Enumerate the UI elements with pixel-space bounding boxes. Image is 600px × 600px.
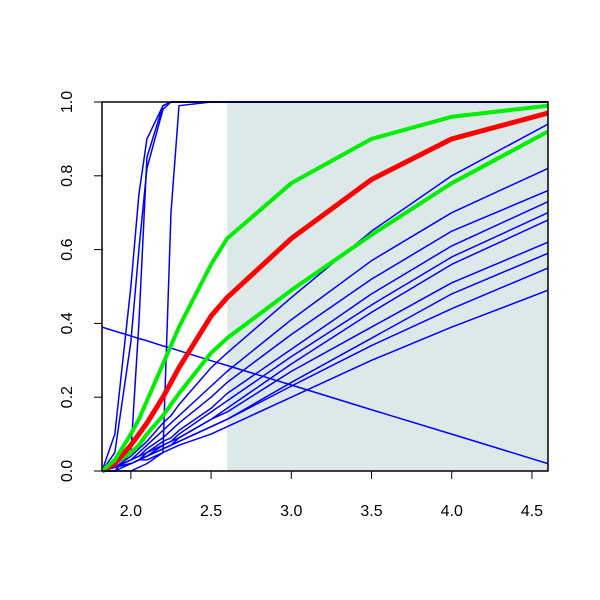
x-tick-label: 3.5 [360,503,382,520]
x-tick-label: 2.0 [120,503,142,520]
y-tick-label: 0.0 [59,460,76,482]
series-line [102,326,548,465]
y-tick-label: 0.4 [59,312,76,334]
y-tick-label: 0.6 [59,238,76,260]
series-line [102,129,548,473]
x-tick-label: 2.5 [200,503,222,520]
shaded-region [227,102,548,471]
series-line [102,110,548,474]
x-tick-label: 4.5 [521,503,543,520]
plot-frame [101,101,549,472]
x-tick-label: 3.0 [280,503,302,520]
y-tick-label: 0.2 [59,386,76,408]
series-line [102,103,548,473]
x-tick-label: 4.0 [441,503,463,520]
y-tick-label: 1.0 [59,91,76,113]
series-line [102,289,548,472]
series-line [102,241,548,472]
y-tick-label: 0.8 [59,165,76,187]
